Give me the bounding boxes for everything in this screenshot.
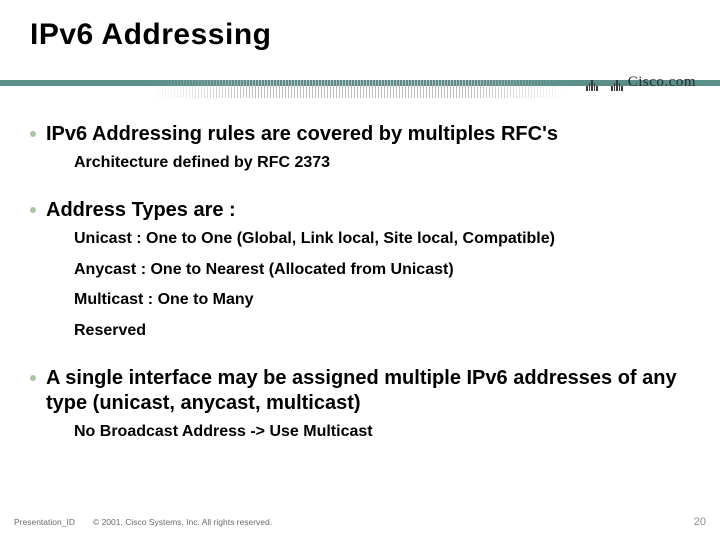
slide: IPv6 Addressing Cisco.com IPv6 Addressin… <box>0 0 720 540</box>
bullet-3-text: A single interface may be assigned multi… <box>46 366 690 416</box>
divider-fade <box>150 80 570 98</box>
bullet-2-sub-1: Unicast : One to One (Global, Link local… <box>74 229 690 250</box>
footer: Presentation_ID © 2001, Cisco Systems, I… <box>14 516 706 528</box>
slide-title: IPv6 Addressing <box>30 18 271 52</box>
bullet-2-sub-4: Reserved <box>74 321 690 342</box>
bullet-1-text: IPv6 Addressing rules are covered by mul… <box>46 122 558 147</box>
footer-left: Presentation_ID © 2001, Cisco Systems, I… <box>14 517 272 527</box>
copyright-text: © 2001, Cisco Systems, Inc. All rights r… <box>93 517 272 527</box>
bullet-2-sub-2: Anycast : One to Nearest (Allocated from… <box>74 260 690 281</box>
presentation-id: Presentation_ID <box>14 517 75 527</box>
logo-text: Cisco.com <box>628 74 696 90</box>
content-area: IPv6 Addressing rules are covered by mul… <box>30 122 690 453</box>
bullet-dot-icon <box>30 131 36 137</box>
bullet-2-text: Address Types are : <box>46 198 236 223</box>
bullet-dot-icon <box>30 375 36 381</box>
bullet-1-sub-1: Architecture defined by RFC 2373 <box>74 153 690 174</box>
cisco-bars-icon <box>586 74 624 91</box>
bullet-1: IPv6 Addressing rules are covered by mul… <box>30 122 690 147</box>
bullet-2: Address Types are : <box>30 198 690 223</box>
page-number: 20 <box>694 516 706 528</box>
bullet-3: A single interface may be assigned multi… <box>30 366 690 416</box>
bullet-3-sub-1: No Broadcast Address -> Use Multicast <box>74 422 690 443</box>
bullet-dot-icon <box>30 207 36 213</box>
bullet-2-sub-3: Multicast : One to Many <box>74 290 690 311</box>
cisco-logo: Cisco.com <box>586 74 696 91</box>
